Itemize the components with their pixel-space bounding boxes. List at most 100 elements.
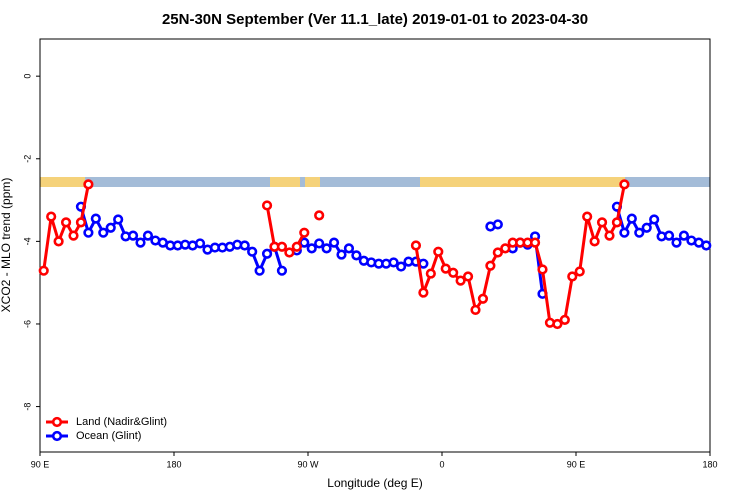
- data-point: [351, 250, 362, 261]
- data-point: [83, 227, 94, 238]
- x-tick-label: 0: [439, 459, 444, 469]
- data-point: [701, 240, 712, 251]
- data-point: [299, 227, 310, 238]
- data-point: [98, 227, 109, 238]
- data-point: [247, 246, 258, 257]
- data-point: [113, 214, 124, 225]
- data-point: [75, 217, 87, 228]
- y-tick-label: -4: [22, 237, 32, 245]
- data-point: [336, 249, 347, 260]
- data-point: [276, 265, 288, 276]
- x-axis-label: Longitude (deg E): [327, 476, 422, 490]
- data-point: [38, 265, 49, 276]
- series-line: [42, 184, 626, 326]
- data-point: [619, 179, 630, 190]
- data-point: [574, 266, 585, 277]
- data-point: [485, 260, 496, 271]
- data-point: [619, 227, 630, 238]
- data-point: [663, 230, 675, 241]
- data-point: [410, 240, 422, 251]
- y-tick-label: -8: [22, 403, 32, 411]
- data-point: [626, 213, 637, 224]
- data-point: [477, 293, 489, 304]
- data-point: [671, 237, 682, 248]
- y-tick-label: -2: [22, 155, 32, 163]
- data-point: [291, 241, 302, 252]
- mask-land: [270, 177, 300, 187]
- data-point: [254, 265, 265, 276]
- mask-land: [40, 177, 85, 187]
- legend-label: Ocean (Glint): [76, 430, 141, 442]
- data-point: [261, 248, 273, 259]
- data-point: [433, 246, 444, 257]
- data-point: [343, 243, 355, 254]
- mask-land: [305, 177, 320, 187]
- data-point: [567, 271, 578, 282]
- data-point: [105, 222, 116, 233]
- data-point: [321, 243, 332, 254]
- data-point: [529, 237, 541, 248]
- data-point: [395, 261, 407, 272]
- data-point: [492, 219, 503, 230]
- x-tick-label: 90 E: [31, 459, 50, 469]
- data-point: [649, 214, 660, 225]
- data-point: [537, 264, 548, 275]
- data-point: [611, 217, 623, 228]
- data-point: [596, 217, 608, 228]
- data-point: [276, 241, 288, 252]
- data-point: [46, 211, 57, 222]
- data-point: [127, 230, 139, 241]
- data-point: [68, 230, 79, 241]
- x-tick-label: 90 E: [567, 459, 586, 469]
- chart-title: 25N-30N September (Ver 11.1_late) 2019-0…: [162, 11, 588, 28]
- data-point: [440, 263, 451, 274]
- data-point: [455, 275, 466, 286]
- data-point: [589, 236, 600, 247]
- y-tick-label: 0: [22, 74, 32, 79]
- mask-ocean: [40, 177, 710, 187]
- mask-land: [420, 177, 625, 187]
- data-point: [559, 314, 570, 325]
- data-point: [90, 213, 101, 224]
- data-point: [83, 179, 94, 190]
- data-point: [470, 304, 481, 316]
- x-tick-label: 180: [702, 459, 717, 469]
- data-point: [261, 200, 273, 211]
- data-point: [135, 237, 146, 248]
- data-point: [500, 243, 511, 254]
- data-point: [239, 240, 250, 251]
- data-point: [678, 230, 690, 241]
- land-mask: [40, 177, 710, 187]
- data-point: [425, 268, 436, 279]
- data-point: [142, 230, 154, 241]
- x-tick-label: 90 W: [297, 459, 319, 469]
- legend: Land (Nadir&Glint) Ocean (Glint): [46, 416, 167, 442]
- data-point: [53, 236, 64, 247]
- data-point: [306, 243, 317, 254]
- legend-marker: [51, 430, 63, 442]
- legend-label: Land (Nadir&Glint): [76, 416, 167, 428]
- data-point: [492, 247, 503, 258]
- data-point: [552, 318, 563, 330]
- data-point: [641, 222, 652, 233]
- data-point: [60, 217, 72, 228]
- data-point: [314, 238, 325, 249]
- data-point: [328, 237, 340, 248]
- legend-marker: [51, 416, 63, 428]
- data-point: [284, 247, 295, 258]
- data-point: [462, 271, 474, 282]
- x-tick-label: 180: [166, 459, 181, 469]
- data-point: [194, 238, 206, 249]
- y-axis-label: XCO2 - MLO trend (ppm): [0, 178, 13, 313]
- data-point: [448, 267, 459, 278]
- series-line: [79, 206, 707, 294]
- data-point: [388, 257, 399, 268]
- data-point: [582, 211, 593, 222]
- y-tick-label: -6: [22, 320, 32, 328]
- data-point: [604, 230, 615, 241]
- data-point: [418, 287, 429, 298]
- data-point: [314, 210, 325, 221]
- data-point: [634, 227, 645, 238]
